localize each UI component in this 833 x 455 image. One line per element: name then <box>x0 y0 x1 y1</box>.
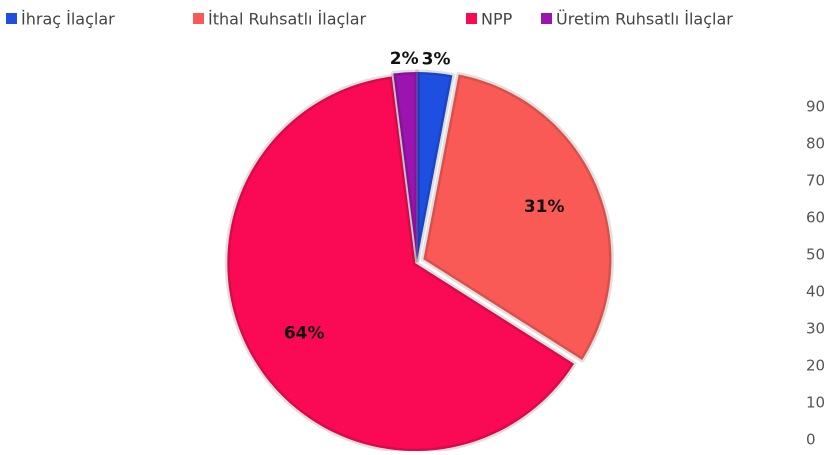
y-tick-label: 70 <box>806 172 825 190</box>
legend-swatch <box>541 13 552 24</box>
y-tick-label: 40 <box>806 283 825 301</box>
legend-swatch <box>466 13 477 24</box>
legend-swatch <box>6 13 17 24</box>
legend-swatch <box>193 13 204 24</box>
y-tick-label: 90 <box>806 98 825 116</box>
y-tick-label: 0 <box>806 431 816 449</box>
legend-label: İthal Ruhsatlı İlaçlar <box>208 10 367 29</box>
y-tick-label: 50 <box>806 246 825 264</box>
data-label: 3% <box>422 50 451 70</box>
data-label: 64% <box>284 324 325 344</box>
data-label: 31% <box>524 197 565 217</box>
legend-label: Üretim Ruhsatlı İlaçlar <box>556 10 733 29</box>
y-tick-label: 30 <box>806 320 825 338</box>
legend-label: NPP <box>481 10 513 29</box>
legend-label: İhraç İlaçlar <box>21 10 115 29</box>
y-tick-label: 10 <box>806 394 825 412</box>
y-tick-label: 60 <box>806 209 825 227</box>
pie-slice <box>224 74 577 454</box>
pie-slice <box>414 69 455 263</box>
y-tick-label: 80 <box>806 135 825 153</box>
pie-slice <box>420 72 614 363</box>
data-label: 2% <box>390 49 419 69</box>
y-tick-label: 20 <box>806 357 825 375</box>
pie-slice <box>390 69 420 263</box>
